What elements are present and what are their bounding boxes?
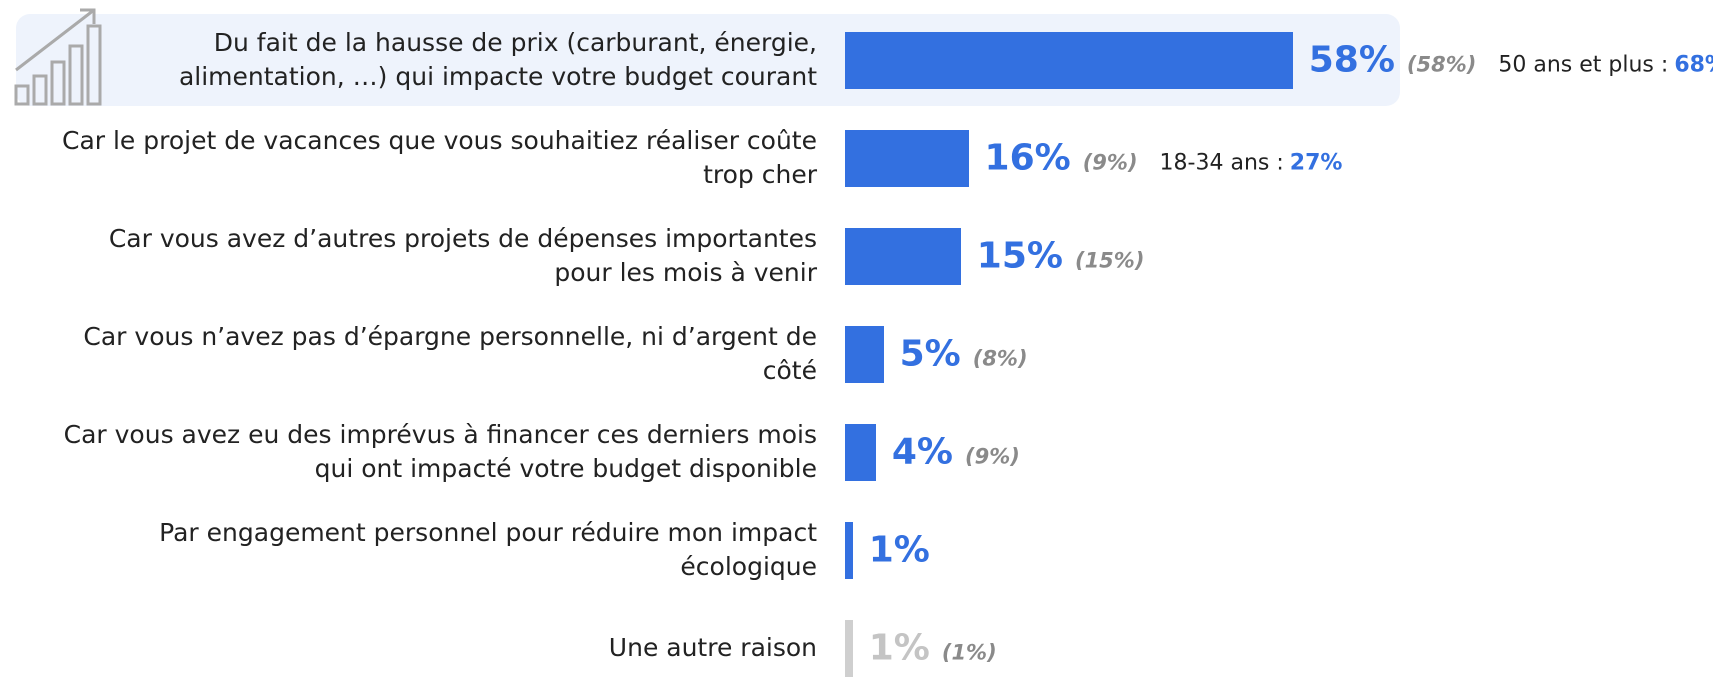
value-group: 16% (9%) 18-34 ans :27% <box>985 138 1343 179</box>
bar <box>845 325 884 383</box>
value-group: 1% (1%) <box>869 628 997 669</box>
annotation-value: 68% <box>1674 52 1713 78</box>
category-label: Du fait de la hausse de prix (carburant,… <box>178 28 817 91</box>
category-label: Une autre raison <box>608 633 817 662</box>
value-group: 1% <box>869 530 930 571</box>
annotation-value: 27% <box>1289 150 1343 176</box>
previous-label: (9%) <box>965 444 1020 469</box>
annotation-text: 50 ans et plus : <box>1498 52 1669 78</box>
previous-label: (58%) <box>1406 52 1477 77</box>
value-label: 1% <box>868 627 930 669</box>
category-label: Car vous avez d’autres projets de dépens… <box>108 224 817 287</box>
annotation: 50 ans et plus :68% <box>1498 53 1713 78</box>
bar <box>845 227 961 285</box>
value-group: 4% (9%) <box>892 432 1020 473</box>
previous-label: (15%) <box>1074 248 1145 273</box>
icon <box>14 8 102 106</box>
value-label: 15% <box>976 235 1063 277</box>
value-group: 5% (8%) <box>900 334 1028 375</box>
previous-label: (9%) <box>1082 150 1138 175</box>
bar <box>845 619 853 677</box>
bar <box>845 129 969 187</box>
value-group: 15% (15%) <box>977 236 1145 277</box>
annotation-text: 18-34 ans : <box>1159 150 1284 176</box>
previous-label: (1%) <box>941 640 997 665</box>
value-label: 1% <box>868 529 930 571</box>
category-label: Par engagement personnel pour réduire mo… <box>159 518 817 581</box>
category-label: Car le projet de vacances que vous souha… <box>61 126 817 189</box>
bar <box>845 31 1293 89</box>
value-group: 58% (58%) 50 ans et plus :68% <box>1309 40 1713 81</box>
value-label: 5% <box>899 333 961 375</box>
previous-label: (8%) <box>972 346 1028 371</box>
bar <box>845 423 876 481</box>
category-label: Car vous n’avez pas d’épargne personnell… <box>83 322 817 385</box>
bar <box>845 521 853 579</box>
value-label: 4% <box>891 431 953 473</box>
category-label: Car vous avez eu des imprévus à financer… <box>63 420 817 483</box>
annotation: 18-34 ans :27% <box>1160 151 1343 176</box>
value-label: 58% <box>1308 39 1395 81</box>
value-label: 16% <box>984 137 1071 179</box>
